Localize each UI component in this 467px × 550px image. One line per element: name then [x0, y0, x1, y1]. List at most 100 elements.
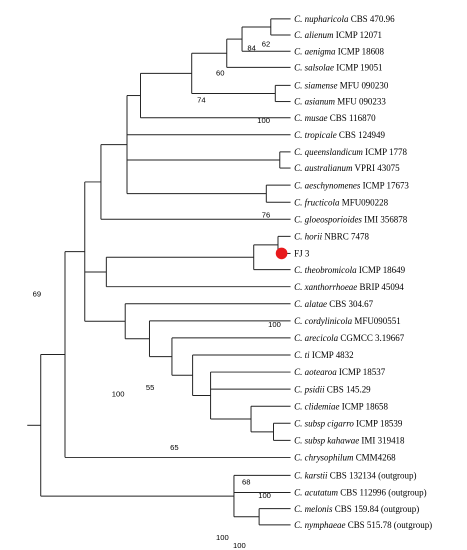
taxon-label: C. australianum VPRI 43075	[294, 163, 400, 173]
bootstrap-value: 74	[197, 95, 206, 104]
taxon-species: C. horii	[294, 232, 322, 242]
bootstrap-value: 100	[233, 541, 246, 550]
taxon-labels: C. nupharicola CBS 470.96 C. alienum ICMP…	[275, 14, 432, 530]
taxon-strain: IMI 356878	[362, 214, 408, 224]
taxon-species: C. siamense	[294, 81, 337, 91]
taxon-label: C. ti ICMP 4832	[294, 350, 353, 360]
taxon-label: C. alienum ICMP 12071	[294, 30, 382, 40]
taxon-label: C. aotearoa ICMP 18537	[294, 367, 386, 377]
taxon-species: C. subsp cigarro	[294, 418, 354, 428]
bootstrap-value: 100	[268, 320, 281, 329]
tree-branches	[27, 18, 291, 526]
taxon-label: C. nymphaeae CBS 515.78 (outgroup)	[294, 520, 432, 530]
taxon-label: C. nupharicola CBS 470.96	[294, 14, 395, 24]
taxon-strain: ICMP 1778	[363, 147, 408, 157]
bootstrap-value: 62	[262, 40, 270, 49]
taxon-label: FJ 3	[294, 249, 310, 259]
bootstrap-value: 69	[33, 290, 41, 299]
taxon-strain: CBS 145.29	[325, 384, 372, 394]
taxon-label: C. psidii CBS 145.29	[294, 384, 371, 394]
taxon-label: C. melonis CBS 159.84 (outgroup)	[294, 504, 419, 514]
bootstrap-value: 65	[170, 443, 178, 452]
taxon-strain: CBS 515.78 (outgroup)	[345, 520, 432, 530]
taxon-species: C. asianum	[294, 97, 335, 107]
bootstrap-value: 68	[242, 477, 250, 486]
taxon-label: C. aenigma ICMP 18608	[294, 46, 384, 56]
taxon-strain: MFU 090233	[335, 97, 386, 107]
taxon-strain: MFU090551	[352, 316, 401, 326]
taxon-strain: CBS 159.84 (outgroup)	[333, 504, 420, 514]
taxon-label: C. subsp cigarro ICMP 18539	[294, 418, 403, 428]
taxon-strain: BRIP 45094	[357, 282, 404, 292]
taxon-strain: CBS 112996 (outgroup)	[338, 488, 427, 498]
taxon-strain: ICMP 18539	[354, 418, 403, 428]
taxon-strain: ICMP 19051	[334, 63, 383, 73]
taxon-species: C. nupharicola	[294, 14, 349, 24]
taxon-species: C. aeschynomenes	[294, 180, 361, 190]
taxon-label: C. fructicola MFU090228	[294, 197, 388, 207]
taxon-label: C. acutatum CBS 112996 (outgroup)	[294, 488, 426, 498]
taxon-species: C. salsolae	[294, 63, 334, 73]
taxon-species: C. chrysophilum	[294, 453, 354, 463]
taxon-strain: VPRI 43075	[352, 163, 400, 173]
bootstrap-value: 60	[216, 68, 224, 77]
taxon-species: C. tropicale	[294, 130, 337, 140]
taxon-label: C. gloeosporioides IMI 356878	[294, 214, 408, 224]
taxon-strain: NBRC 7478	[322, 232, 369, 242]
highlight-marker	[275, 247, 288, 260]
taxon-label: C. alatae CBS 304.67	[294, 299, 374, 309]
taxon-strain: CBS 470.96	[348, 14, 395, 24]
taxon-species: C. ti	[294, 350, 310, 360]
taxon-species: C. aenigma	[294, 46, 336, 56]
taxon-label: C. xanthorrhoeae BRIP 45094	[294, 282, 404, 292]
taxon-species: C. fructicola	[294, 197, 340, 207]
taxon-species: C. theobromicola	[294, 265, 357, 275]
taxon-species: C. cordylinicola	[294, 316, 352, 326]
taxon-species: C. gloeosporioides	[294, 214, 362, 224]
taxon-label: C. clidemiae ICMP 18658	[294, 401, 388, 411]
taxon-species: C. alienum	[294, 30, 334, 40]
taxon-strain: CBS 132134 (outgroup)	[328, 471, 417, 481]
taxon-label: C. subsp kahawae IMI 319418	[294, 436, 405, 446]
taxon-species: C. alatae	[294, 299, 327, 309]
taxon-label: C. salsolae ICMP 19051	[294, 63, 382, 73]
bootstrap-value: 100	[216, 533, 229, 542]
bootstrap-value: 100	[258, 491, 271, 500]
taxon-species: C. subsp kahawae	[294, 436, 359, 446]
taxon-label: C. tropicale CBS 124949	[294, 130, 385, 140]
taxon-strain: CBS 304.67	[327, 299, 374, 309]
taxon-strain: ICMP 4832	[310, 350, 354, 360]
bootstrap-value: 84	[247, 43, 256, 52]
taxon-species: C. karstii	[294, 471, 328, 481]
taxon-species: C. clidemiae	[294, 401, 339, 411]
taxon-strain: IMI 319418	[359, 436, 405, 446]
bootstrap-value: 100	[257, 116, 270, 125]
taxon-strain: ICMP 17673	[360, 180, 409, 190]
taxon-species: C. queenslandicum	[294, 147, 363, 157]
taxon-strain: ICMP 18658	[340, 401, 389, 411]
taxon-species: C. musae	[294, 113, 327, 123]
taxon-strain: ICMP 18608	[336, 46, 385, 56]
bootstrap-value: 76	[262, 210, 270, 219]
taxon-species: C. psidii	[294, 384, 325, 394]
taxon-label: C. chrysophilum CMM4268	[294, 453, 396, 463]
taxon-species: C. xanthorrhoeae	[294, 282, 357, 292]
taxon-label: C. siamense MFU 090230	[294, 81, 389, 91]
taxon-species: C. australianum	[294, 163, 353, 173]
bootstrap-labels: 628460741007669100100556568100100100100	[33, 40, 281, 550]
taxon-label: C. arecicola CGMCC 3.19667	[294, 333, 405, 343]
taxon-strain: ICMP 18537	[337, 367, 386, 377]
taxon-strain: MFU 090230	[338, 81, 389, 91]
taxon-species: C. acutatum	[294, 488, 338, 498]
taxon-species: C. nymphaeae	[294, 520, 345, 530]
taxon-strain: CMM4268	[353, 453, 396, 463]
taxon-label: C. horii NBRC 7478	[294, 232, 369, 242]
taxon-strain: CBS 116870	[328, 113, 377, 123]
bootstrap-value: 55	[146, 383, 154, 392]
taxon-strain: CGMCC 3.19667	[338, 333, 405, 343]
taxon-species: C. aotearoa	[294, 367, 337, 377]
bootstrap-value: 100	[112, 389, 125, 398]
taxon-label: C. musae CBS 116870	[294, 113, 376, 123]
taxon-strain: ICMP 18649	[357, 265, 406, 275]
